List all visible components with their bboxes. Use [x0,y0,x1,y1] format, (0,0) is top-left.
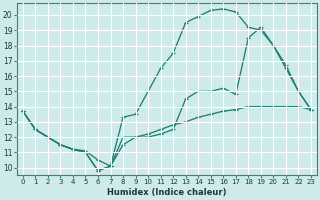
X-axis label: Humidex (Indice chaleur): Humidex (Indice chaleur) [107,188,227,197]
